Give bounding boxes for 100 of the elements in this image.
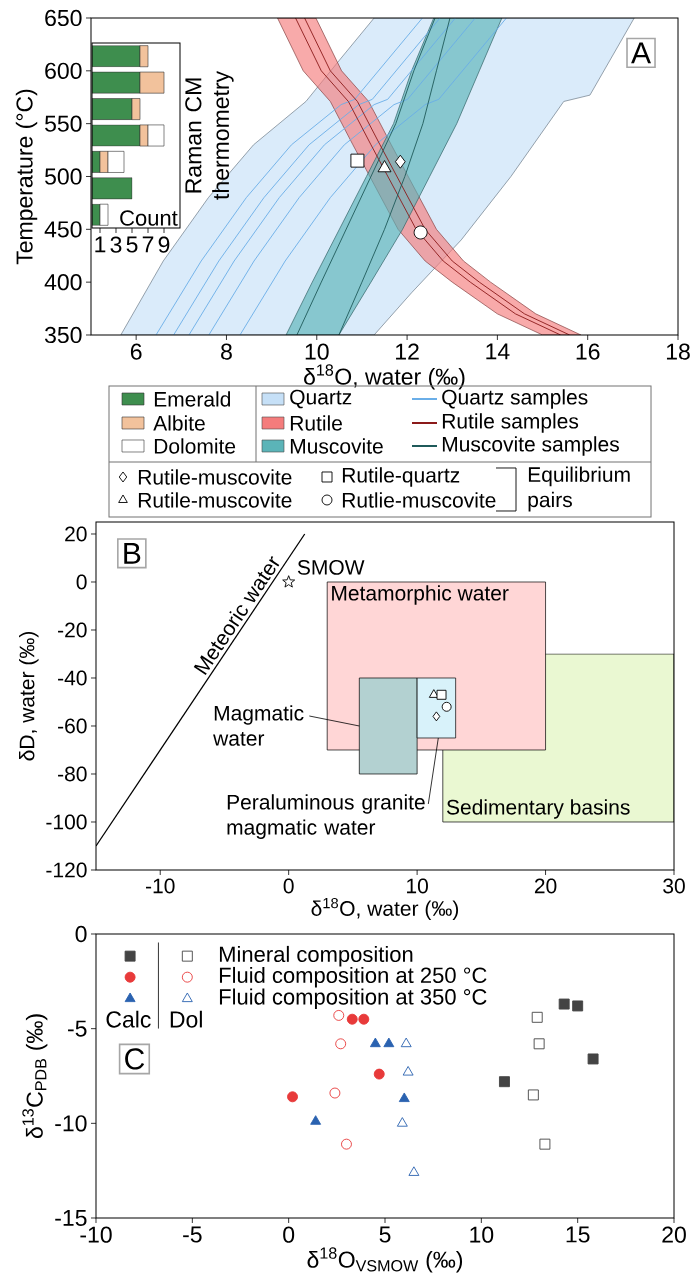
x-tick-label: 30 — [663, 878, 685, 894]
x-tick-label: 0 — [283, 1226, 295, 1243]
legend-label: Rutile samples — [442, 413, 579, 433]
y-tick-label: -5 — [68, 1020, 87, 1037]
y-tick-label: 600 — [45, 62, 82, 79]
legend-label: Albite — [153, 415, 205, 431]
point — [333, 1009, 345, 1021]
legend-label: Fluid composition at 250 °C — [219, 966, 487, 988]
x-axis-title: δ$^{18}$O$_{VSMOW}$ (‰) — [307, 1247, 463, 1273]
x-tick-label: 3 — [110, 236, 122, 253]
y-tick-label: 350 — [44, 326, 82, 344]
point — [527, 1089, 539, 1101]
point — [329, 1087, 341, 1099]
x-tick-label: 10 — [470, 1226, 494, 1243]
y-tick-label: -100 — [46, 814, 87, 830]
legend-label: Rutile-muscovite — [138, 469, 292, 485]
x-tick-label: -10 — [145, 878, 175, 894]
x-tick-label: 20 — [534, 878, 557, 894]
y-tick-label: -15 — [55, 1209, 87, 1227]
y-tick-label: 400 — [44, 274, 82, 291]
point — [369, 1037, 381, 1048]
y-tick-label: -10 — [55, 1115, 87, 1132]
x-tick-label: 9 — [158, 236, 170, 253]
legend-label: Rutile-muscovite — [138, 492, 292, 508]
series-label: Sedimentary basins — [446, 799, 630, 819]
point — [558, 998, 570, 1010]
point — [396, 1117, 408, 1127]
x-axis-title: Count — [120, 210, 178, 226]
x-tick-label: 16 — [576, 343, 600, 360]
x-tick-label: 0 — [283, 878, 294, 894]
point — [402, 1066, 414, 1076]
point — [394, 154, 406, 169]
legend-label: Rutile-quartz — [342, 467, 460, 487]
y-tick-label: -40 — [58, 670, 87, 686]
point — [383, 1037, 395, 1048]
point — [400, 1037, 412, 1048]
point — [350, 153, 365, 168]
point — [531, 1011, 543, 1023]
x-tick-label: 15 — [566, 1226, 590, 1243]
x-tick-label: 20 — [662, 1226, 686, 1243]
x-tick-label: 1 — [95, 236, 106, 253]
x-tick-label: 8 — [221, 343, 232, 360]
y-tick-label: 550 — [45, 115, 82, 132]
annotation: B — [124, 542, 141, 564]
y-axis-title: δD, water (‰) — [19, 631, 39, 761]
y-tick-label: -80 — [58, 766, 87, 782]
point — [373, 1068, 385, 1080]
legend-label: Rutlie-muscovite — [342, 492, 496, 508]
y-tick-label: 20 — [65, 526, 87, 542]
point — [358, 1013, 370, 1025]
point — [310, 1115, 322, 1125]
point — [441, 701, 452, 712]
legend-label: Muscovite — [290, 438, 383, 454]
point — [408, 1166, 420, 1176]
annotation: Dol — [170, 1010, 202, 1028]
legend-label: Muscovite samples — [442, 436, 619, 456]
x-axis-title: δ$^{18}$O, water (‰) — [311, 897, 459, 921]
y-axis-title: δ$^{13}$C$_{PDB}$ (‰) — [22, 1014, 48, 1139]
x-tick-label: 5 — [126, 236, 138, 253]
x-tick-label: 14 — [486, 343, 510, 360]
point — [335, 1038, 347, 1050]
x-tick-label: 10 — [407, 878, 428, 894]
x-tick-label: 7 — [142, 236, 154, 253]
legend-label: Magmatic water — [213, 705, 304, 746]
x-tick-label: 10 — [305, 343, 329, 360]
point — [587, 1053, 599, 1065]
legend-label: Fluid composition at 350 °C — [219, 988, 487, 1009]
series-label: Metamorphic water — [332, 585, 509, 605]
annotation: A — [631, 42, 651, 64]
point — [499, 1076, 510, 1088]
y-tick-label: 0 — [75, 925, 87, 943]
series-label: SMOW — [297, 559, 365, 575]
legend-label: Emerald — [154, 391, 231, 407]
x-tick-label: 12 — [396, 343, 419, 360]
annotation: Calc — [106, 1010, 151, 1028]
point — [413, 225, 428, 240]
point — [287, 1091, 298, 1103]
x-tick-label: 6 — [130, 343, 142, 360]
point — [533, 1038, 545, 1050]
point — [539, 1138, 551, 1150]
point — [572, 1000, 584, 1012]
x-tick-label: -5 — [183, 1226, 202, 1243]
point — [377, 160, 392, 173]
y-tick-label: 500 — [45, 168, 82, 185]
legend-title: Equilibrium pairs — [528, 466, 630, 512]
legend-label: Quartz samples — [442, 389, 588, 409]
point — [436, 689, 447, 700]
point — [346, 1013, 358, 1025]
point — [432, 711, 441, 722]
y-tick-label: -60 — [58, 718, 87, 734]
y-tick-label: -20 — [58, 622, 87, 638]
x-axis-title: δ$^{18}$O, water (‰) — [304, 364, 465, 390]
annotation: C — [125, 1048, 145, 1070]
legend-label: Mineral composition — [219, 945, 413, 967]
y-tick-label: 450 — [44, 221, 82, 238]
y-tick-label: 0 — [76, 574, 87, 590]
y-tick-label: -120 — [46, 862, 87, 878]
point — [282, 575, 296, 588]
legend-label: Dolomite — [154, 438, 236, 454]
x-tick-label: 18 — [666, 343, 690, 360]
